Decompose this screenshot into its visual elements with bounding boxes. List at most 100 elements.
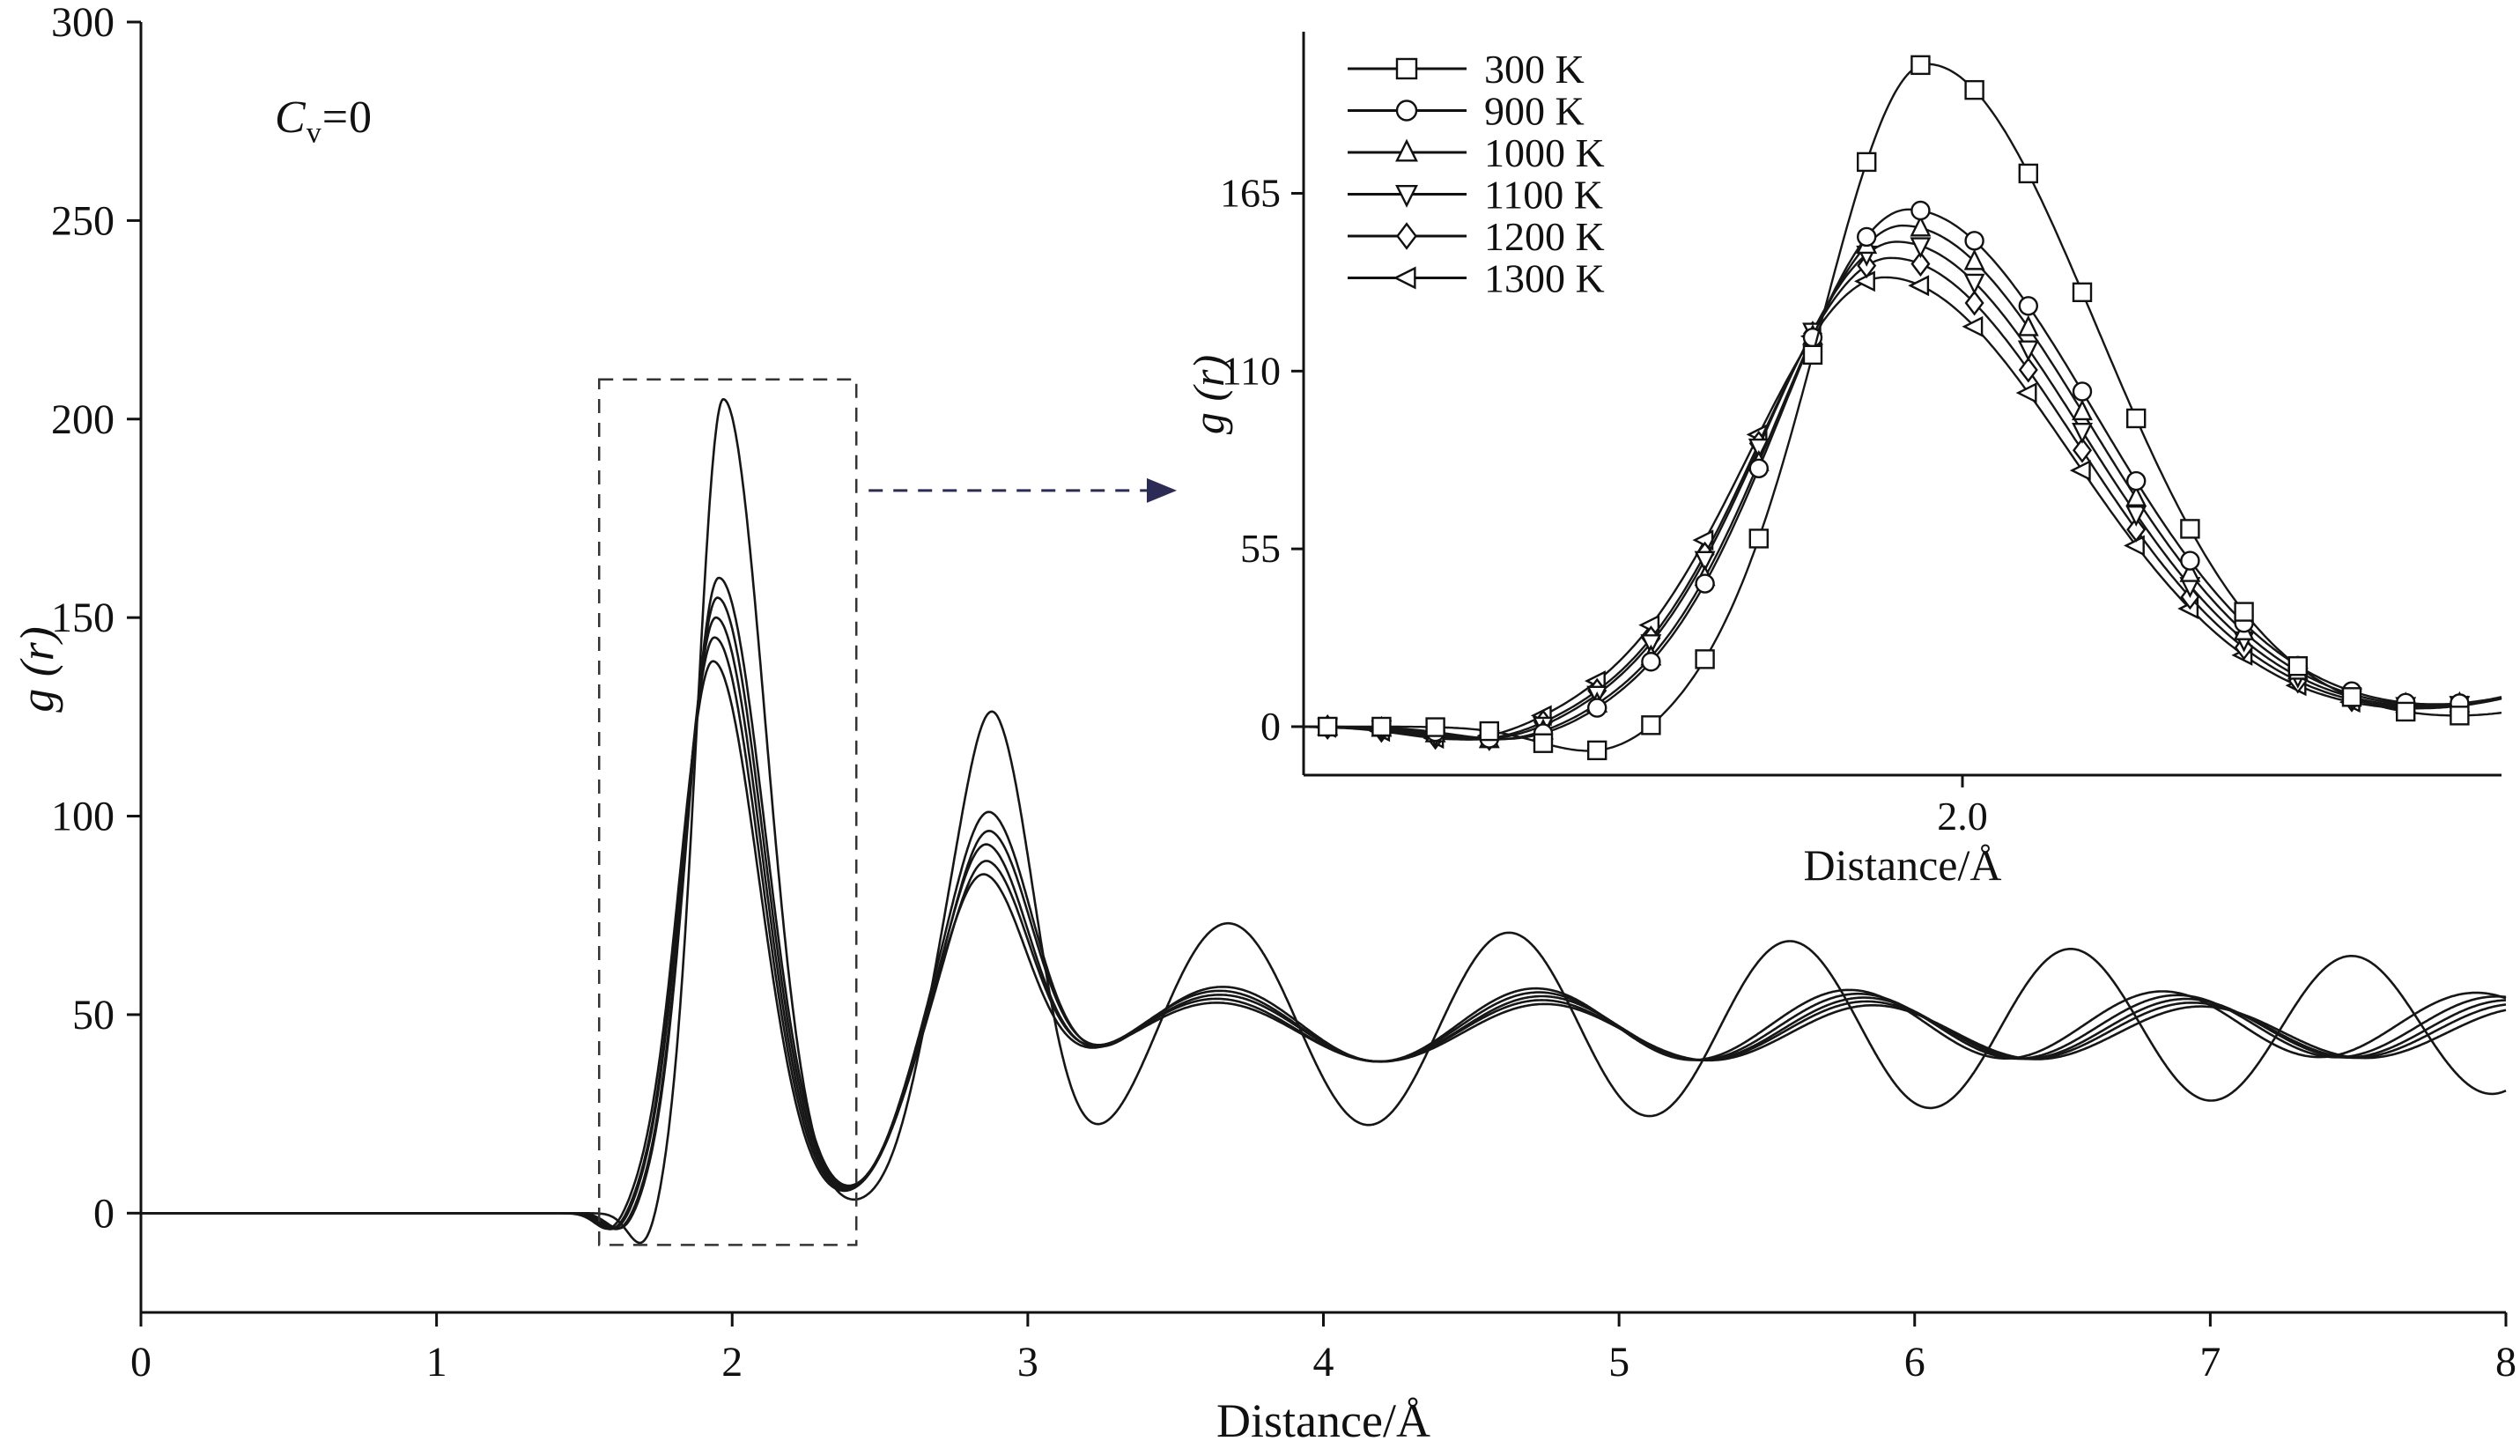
main-y-tick-label: 50 <box>72 992 115 1038</box>
square-marker <box>1910 55 1931 76</box>
square-marker <box>2287 656 2309 676</box>
main-yaxis-label: g (r) <box>11 626 63 713</box>
square-marker <box>1748 528 1769 549</box>
legend-label: 1200 K <box>1484 214 1605 259</box>
circle-marker <box>1910 200 1931 221</box>
main-y-tick-label: 0 <box>93 1190 115 1237</box>
square-marker <box>2180 519 2200 539</box>
cv-annotation-subscript: v <box>306 116 322 150</box>
inset-xaxis-label: Distance/Å <box>1803 840 2002 890</box>
circle-marker <box>1695 573 1715 594</box>
inset-curve-300K <box>1304 63 2502 752</box>
legend-marker-triangle-down <box>1395 184 1418 208</box>
inset-curve-1000K <box>1304 224 2502 741</box>
inset-curve-1100K <box>1304 240 2502 741</box>
triangle-up-marker <box>2017 314 2039 336</box>
triangle-left-marker <box>1854 270 1875 292</box>
square-marker <box>1857 152 1877 173</box>
triangle-left-marker <box>2015 382 2037 403</box>
square-marker <box>2234 602 2254 622</box>
diamond-marker <box>1910 251 1931 277</box>
circle-marker <box>2125 470 2147 491</box>
legend-marker-triangle-left <box>1393 266 1416 290</box>
main-x-tick-label: 0 <box>130 1339 151 1386</box>
square-marker <box>2072 282 2093 303</box>
diamond-marker <box>2126 516 2147 543</box>
zoom-region-box <box>597 378 858 1246</box>
inset-yaxis-label: g (r) <box>1184 354 1233 435</box>
inset-curve-1300K <box>1303 276 2502 741</box>
zoom-arrow-head <box>1147 477 1177 503</box>
main-x-tick-label: 4 <box>1313 1339 1334 1386</box>
inset-x-tick-label: 2.0 <box>1937 794 1988 839</box>
inset-curve-900K <box>1304 208 2502 741</box>
triangle-down-marker <box>1963 273 1985 295</box>
triangle-up-marker <box>2179 560 2201 582</box>
circle-marker <box>2180 551 2200 571</box>
main-y-tick-label: 300 <box>51 0 115 46</box>
main-x-tick-label: 8 <box>2495 1339 2516 1386</box>
inset-y-tick-label: 165 <box>1220 170 1281 215</box>
cv-annotation: Cv=0 <box>275 92 373 150</box>
main-x-tick-label: 6 <box>1904 1339 1925 1386</box>
main-x-tick-label: 5 <box>1608 1339 1630 1386</box>
triangle-down-marker <box>1694 551 1716 573</box>
triangle-up-marker <box>2072 399 2093 421</box>
main-x-tick-label: 2 <box>721 1339 743 1386</box>
main-y-tick-label: 100 <box>51 794 115 840</box>
circle-marker <box>1857 226 1877 248</box>
triangle-down-marker <box>2072 422 2093 444</box>
main-x-tick-label: 1 <box>426 1339 447 1386</box>
triangle-left-marker <box>1908 275 1930 297</box>
square-marker <box>1964 79 1984 100</box>
circle-marker <box>1964 231 1984 251</box>
square-marker <box>2395 701 2416 722</box>
square-marker <box>1425 717 1445 737</box>
circle-marker <box>1587 698 1607 718</box>
square-marker <box>2125 408 2147 429</box>
circle-marker <box>2018 296 2038 316</box>
triangle-up-marker <box>1963 248 1985 270</box>
circle-marker <box>1641 652 1661 672</box>
square-marker <box>1371 716 1392 737</box>
triangle-down-marker <box>1640 634 1662 655</box>
main-x-tick-label: 3 <box>1017 1339 1038 1386</box>
cv-annotation-symbol: C <box>275 92 307 143</box>
square-marker <box>1479 721 1499 742</box>
cv-annotation-value: =0 <box>321 92 373 143</box>
inset-y-tick-label: 55 <box>1240 526 1281 571</box>
triangle-left-marker <box>1962 315 1984 337</box>
series-curve-300K <box>141 398 2507 1245</box>
circle-marker <box>1748 458 1769 478</box>
square-marker <box>1587 740 1607 761</box>
square-marker <box>1533 733 1554 753</box>
diamond-marker <box>2072 437 2093 463</box>
triangle-down-marker <box>2017 340 2039 362</box>
square-marker <box>1802 344 1823 366</box>
square-marker <box>1695 649 1715 669</box>
triangle-left-marker <box>2124 535 2145 557</box>
main-x-tick-label: 7 <box>2199 1339 2221 1386</box>
legend-label: 900 K <box>1484 89 1585 134</box>
square-marker <box>2341 687 2362 707</box>
inset-curve-1200K <box>1304 256 2502 741</box>
square-marker <box>1641 715 1661 735</box>
legend-label: 300 K <box>1484 47 1585 92</box>
triangle-down-marker <box>1748 438 1770 460</box>
inset-y-tick-label: 0 <box>1260 704 1281 749</box>
inset-y-tick-label: 110 <box>1222 348 1281 393</box>
triangle-down-marker <box>2125 505 2147 527</box>
triangle-up-marker <box>2125 485 2147 506</box>
diamond-marker <box>1964 290 1984 316</box>
legend-marker-square <box>1395 57 1418 80</box>
main-y-tick-label: 150 <box>51 595 115 641</box>
inset-panel: 0 55 110 165 2.0 300 K 900 K 1000 K 1100 K 1200 K… <box>1171 16 2515 905</box>
legend-label: 1300 K <box>1484 256 1605 301</box>
square-marker <box>2018 163 2038 184</box>
square-marker <box>2450 706 2470 726</box>
legend-label: 1000 K <box>1484 130 1605 175</box>
